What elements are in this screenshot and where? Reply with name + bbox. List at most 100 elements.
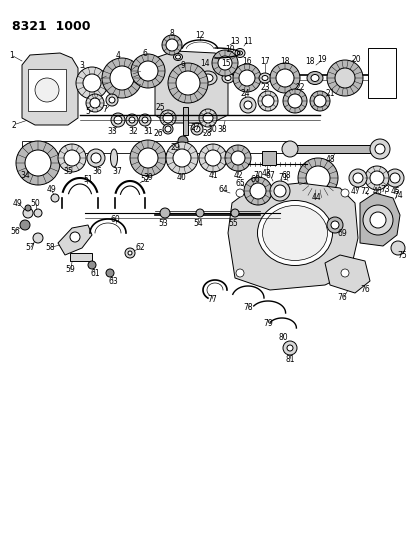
Ellipse shape [258,73,270,83]
Circle shape [70,232,80,242]
Text: 17: 17 [260,58,269,67]
Ellipse shape [173,53,182,61]
Text: 2: 2 [11,120,16,130]
Text: 43: 43 [261,169,271,179]
Text: 13: 13 [229,36,239,45]
Circle shape [390,241,404,255]
Text: 75: 75 [396,252,406,261]
Circle shape [114,116,122,124]
Text: 44: 44 [311,193,321,203]
Text: 32: 32 [128,126,137,135]
Circle shape [88,261,96,269]
Circle shape [282,341,296,355]
Bar [28,69,66,111]
Circle shape [34,209,42,217]
Text: 73: 73 [379,184,389,193]
Ellipse shape [221,73,234,83]
Circle shape [309,91,329,111]
Circle shape [162,35,182,55]
Text: 18: 18 [280,56,289,66]
Ellipse shape [237,51,242,55]
Circle shape [160,208,170,218]
Circle shape [261,95,273,107]
Circle shape [178,136,188,146]
Circle shape [109,97,115,103]
Circle shape [64,150,80,166]
Text: 5: 5 [85,108,90,117]
Text: 46: 46 [372,187,382,196]
Circle shape [297,158,337,198]
Circle shape [305,166,329,190]
Polygon shape [227,183,357,290]
Circle shape [142,117,148,123]
Circle shape [51,194,59,202]
Circle shape [257,91,277,111]
Text: 8321  1000: 8321 1000 [12,20,90,33]
Text: 14: 14 [200,59,209,68]
Circle shape [270,63,299,93]
Circle shape [243,101,252,109]
Text: 64: 64 [218,185,227,195]
Ellipse shape [310,75,318,82]
Circle shape [239,97,255,113]
Text: 78: 78 [243,303,252,312]
Text: 50: 50 [30,198,40,207]
Circle shape [106,94,118,106]
Text: 24: 24 [240,88,249,98]
Text: 52: 52 [140,175,149,184]
Circle shape [166,39,178,51]
Circle shape [326,60,362,96]
Text: 59: 59 [65,265,75,274]
Circle shape [334,68,354,88]
Text: 38: 38 [217,125,226,134]
Text: 79: 79 [263,319,272,327]
Text: 65: 65 [234,179,244,188]
Text: 70: 70 [252,171,262,180]
Circle shape [389,173,399,183]
Text: 18: 18 [305,56,314,66]
Text: 39: 39 [143,174,153,182]
Circle shape [385,169,403,187]
Circle shape [129,117,135,123]
Polygon shape [324,255,369,293]
Circle shape [236,189,243,197]
Circle shape [202,113,213,123]
Text: 42: 42 [233,171,242,180]
Text: 74: 74 [392,190,402,199]
Circle shape [102,58,142,98]
Circle shape [35,78,59,102]
Text: 41: 41 [208,171,217,180]
Circle shape [249,183,265,199]
Circle shape [236,269,243,277]
Text: 76: 76 [359,286,369,295]
Circle shape [25,205,31,211]
Ellipse shape [261,76,267,80]
Circle shape [281,141,297,157]
Text: 20: 20 [351,54,360,63]
Circle shape [369,139,389,159]
Ellipse shape [202,74,213,82]
Text: 58: 58 [45,244,55,253]
Circle shape [91,153,101,163]
Text: 61: 61 [90,269,99,278]
Text: 49: 49 [13,198,23,207]
Circle shape [348,169,366,187]
Text: 80: 80 [278,333,287,342]
Circle shape [175,71,200,95]
Text: 69: 69 [336,229,346,238]
Text: 1: 1 [9,51,14,60]
Ellipse shape [262,206,327,261]
Circle shape [218,56,231,70]
Text: 12: 12 [195,31,204,41]
Circle shape [90,98,100,108]
Text: 55: 55 [227,219,237,228]
Circle shape [130,140,166,176]
Text: 7: 7 [102,106,107,115]
Circle shape [232,64,261,92]
Text: 51: 51 [83,175,92,184]
Circle shape [33,233,43,243]
Circle shape [16,141,60,185]
Circle shape [270,181,289,201]
Text: 22: 22 [294,84,304,93]
Text: 3: 3 [79,61,84,70]
